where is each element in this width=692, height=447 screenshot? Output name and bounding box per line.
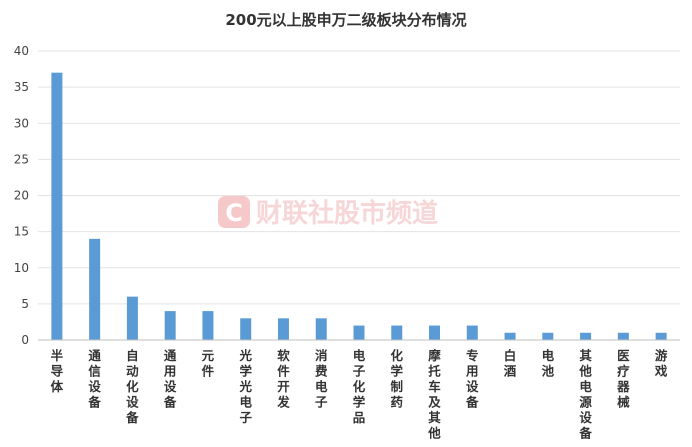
y-tick-label: 15 — [14, 225, 29, 239]
y-tick-label: 25 — [14, 152, 29, 166]
watermark: C 财联社股市频道 — [218, 196, 438, 229]
bar — [353, 325, 365, 340]
y-tick-label: 5 — [21, 297, 29, 311]
x-category-label: 其他电源设备 — [578, 348, 592, 441]
x-category-label: 专用设备 — [465, 348, 479, 410]
bar — [164, 311, 176, 340]
y-tick-label: 20 — [14, 189, 29, 203]
watermark-logo-letter: C — [225, 199, 243, 227]
y-tick-label: 30 — [14, 116, 29, 130]
y-tick-label: 40 — [14, 44, 29, 58]
x-category-label: 摩托车及其他 — [427, 348, 441, 441]
chart-title: 200元以上股申万二级板块分布情况 — [225, 11, 466, 29]
x-category-label: 自动化设备 — [125, 348, 139, 425]
x-category-label: 化学制药 — [391, 348, 404, 410]
bar — [51, 72, 63, 341]
x-category-label: 通信设备 — [87, 348, 101, 410]
x-category-label: 消费电子 — [315, 348, 328, 410]
watermark-text: 财联社股市频道 — [256, 198, 438, 229]
y-tick-label: 35 — [14, 80, 29, 94]
x-category-label: 半导体 — [51, 348, 64, 394]
x-category-label: 游戏 — [654, 348, 668, 379]
x-category-label: 电子化学品 — [353, 348, 366, 425]
bar — [429, 325, 441, 340]
y-axis-ticks: 0 5 10 15 20 25 30 35 40 — [14, 44, 29, 347]
bar — [542, 332, 554, 340]
x-category-label: 电池 — [542, 348, 555, 379]
bar — [315, 318, 327, 340]
bar — [391, 325, 403, 340]
bar — [277, 318, 289, 340]
x-category-label: 元件 — [202, 348, 215, 379]
bar — [126, 296, 138, 340]
bar — [580, 332, 592, 340]
x-category-label: 通用设备 — [163, 348, 177, 410]
x-axis-labels: 半导体 通信设备 自动化设备 通用设备 元件 光学光电子 软件开发 消费电子 电子化学品 化学制药… — [51, 348, 668, 441]
bar — [617, 332, 629, 340]
x-category-label: 白酒 — [504, 348, 517, 379]
bar — [655, 332, 667, 340]
y-tick-label: 10 — [14, 261, 29, 275]
y-tick-label: 0 — [21, 333, 29, 347]
bar — [504, 332, 516, 340]
bar — [466, 325, 478, 340]
bar — [202, 311, 214, 340]
x-category-label: 光学光电子 — [238, 348, 252, 425]
x-category-label: 医疗器械 — [616, 348, 630, 410]
gridlines — [38, 50, 680, 305]
bars — [51, 72, 667, 341]
x-category-label: 软件开发 — [276, 348, 290, 410]
bar — [240, 318, 252, 340]
watermark-logo — [218, 196, 250, 228]
bar — [89, 238, 101, 340]
